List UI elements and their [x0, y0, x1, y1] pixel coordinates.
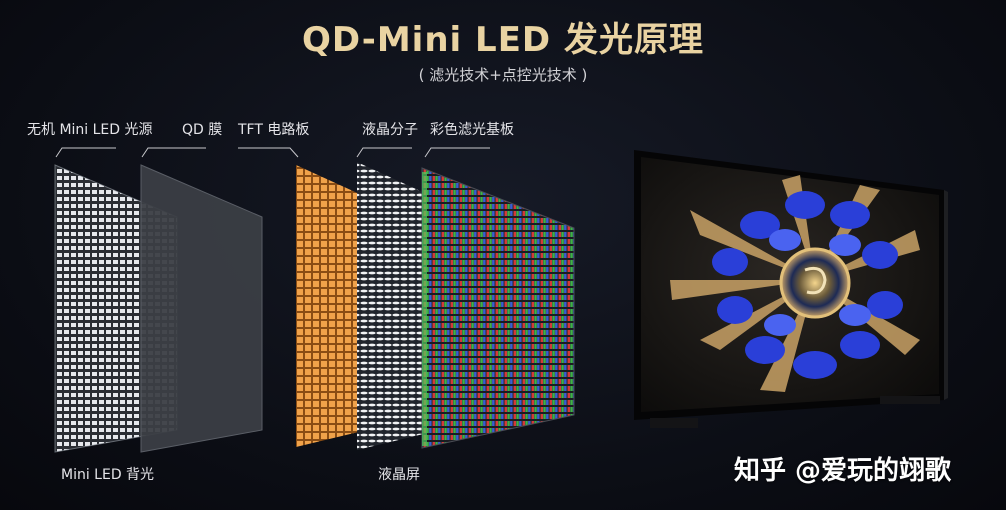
label-liquid-crystal: 液晶分子 — [362, 122, 418, 138]
color-filter-layer — [422, 168, 574, 448]
leader-lc — [356, 147, 412, 158]
group-label-backlight: Mini LED 背光 — [61, 467, 155, 483]
label-led-source: 无机 Mini LED 光源 — [27, 122, 153, 138]
liquid-crystal-layer — [357, 162, 440, 450]
diagram-title: QD-Mini LED 发光原理 — [301, 20, 704, 60]
leader-qd — [141, 147, 206, 158]
flower-blue-petals — [712, 191, 903, 379]
leader-cf — [424, 147, 490, 158]
filter-edge-accent — [422, 172, 427, 446]
watermark: 知乎 @爱玩的翊歌 — [734, 456, 952, 486]
leader-tft — [238, 147, 299, 158]
diagram-subtitle: ( 滤光技术+点控光技术 ) — [418, 66, 588, 84]
label-qd-film: QD 膜 — [182, 122, 223, 138]
label-color-filter: 彩色滤光基板 — [430, 122, 514, 138]
flower-center — [779, 247, 851, 319]
group-label-lcd: 液晶屏 — [378, 467, 420, 483]
label-tft-board: TFT 电路板 — [238, 122, 310, 138]
tv-display — [634, 150, 948, 428]
leader-led — [55, 147, 116, 158]
qd-film-layer — [141, 165, 262, 452]
